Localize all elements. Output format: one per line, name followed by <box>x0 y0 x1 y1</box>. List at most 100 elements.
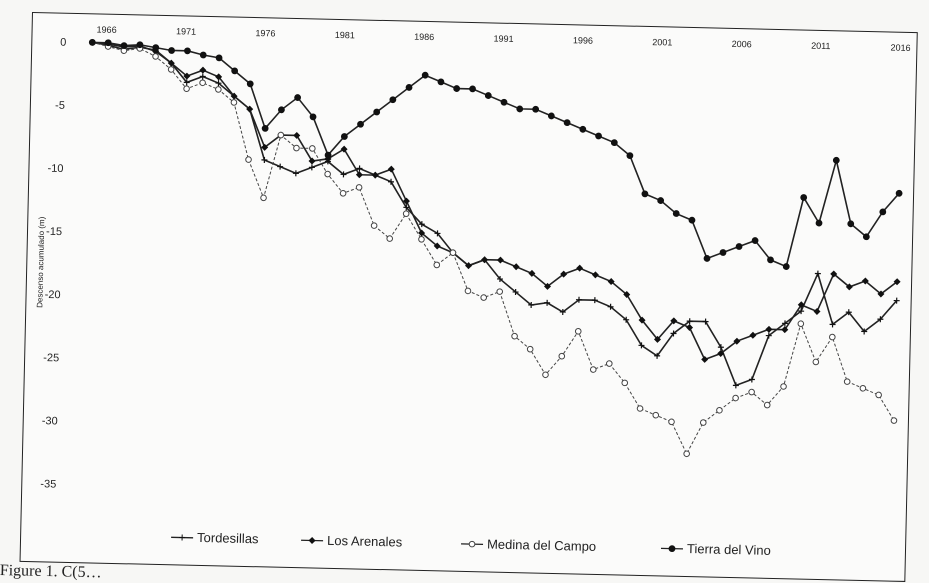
data-point-tordesillas <box>261 156 268 163</box>
data-point-los-arenales <box>261 143 269 151</box>
data-point-medina-del-campo <box>370 222 378 229</box>
series-line-los-arenales <box>92 41 898 361</box>
data-point-tordesillas <box>748 376 755 383</box>
data-point-tordesillas <box>215 80 222 87</box>
data-point-tierra-del-vino <box>516 105 524 113</box>
data-point-tierra-del-vino <box>782 263 790 270</box>
data-point-los-arenales <box>183 72 191 80</box>
data-point-los-arenales <box>813 307 821 315</box>
data-point-tierra-del-vino <box>703 255 711 262</box>
data-point-tordesillas <box>670 330 677 337</box>
data-point-los-arenales <box>308 157 316 165</box>
data-point-tordesillas <box>292 170 299 177</box>
data-point-tordesillas <box>717 344 724 351</box>
data-point-los-arenales <box>543 282 551 290</box>
data-point-medina-del-campo <box>167 66 175 73</box>
data-point-medina-del-campo <box>843 378 851 385</box>
data-point-los-arenales <box>893 278 901 286</box>
data-point-tordesillas <box>591 297 598 304</box>
data-point-los-arenales <box>293 131 301 139</box>
data-point-tierra-del-vino <box>184 47 191 55</box>
data-point-medina-del-campo <box>652 411 660 419</box>
data-point-tordesillas <box>861 328 868 335</box>
data-point-medina-del-campo <box>309 145 316 152</box>
data-point-tierra-del-vino <box>389 96 397 104</box>
data-point-tierra-del-vino <box>469 85 476 93</box>
data-point-tierra-del-vino <box>453 85 461 92</box>
data-point-tierra-del-vino <box>484 92 492 99</box>
data-point-medina-del-campo <box>386 235 394 242</box>
data-point-tierra-del-vino <box>641 190 649 198</box>
data-point-los-arenales <box>686 324 694 332</box>
data-point-los-arenales <box>623 291 631 299</box>
data-point-los-arenales <box>402 197 410 205</box>
data-point-medina-del-campo <box>418 236 425 243</box>
data-point-los-arenales <box>465 262 473 270</box>
data-point-tierra-del-vino <box>215 54 223 62</box>
data-point-medina-del-campo <box>875 391 882 399</box>
data-point-tordesillas <box>277 163 284 170</box>
data-point-medina-del-campo <box>542 371 549 379</box>
data-point-medina-del-campo <box>480 294 487 301</box>
data-point-los-arenales <box>418 229 426 237</box>
legend-label: Los Arenales <box>327 533 403 550</box>
legend-label: Tordesillas <box>197 530 259 546</box>
x-tick-label: 2006 <box>732 39 752 49</box>
data-point-medina-del-campo <box>780 383 787 390</box>
data-point-los-arenales <box>765 325 773 333</box>
data-point-los-arenales <box>733 337 741 345</box>
data-point-tierra-del-vino <box>532 105 540 113</box>
data-point-tierra-del-vino <box>136 41 144 49</box>
data-point-medina-del-campo <box>183 85 190 93</box>
data-point-tordesillas <box>765 332 772 339</box>
data-point-tierra-del-vino <box>261 125 269 132</box>
series-line-tierra-del-vino <box>92 41 900 268</box>
data-point-medina-del-campo <box>464 287 472 295</box>
y-tick-label: -5 <box>55 100 65 112</box>
data-point-los-arenales <box>560 270 568 278</box>
x-tick-label: 2011 <box>811 41 831 51</box>
data-point-los-arenales <box>355 171 363 179</box>
x-tick-label: 1996 <box>573 35 593 45</box>
data-point-los-arenales <box>433 242 441 250</box>
data-point-tordesillas <box>607 303 614 310</box>
data-point-los-arenales <box>199 66 207 74</box>
series-line-medina-del-campo <box>92 41 895 455</box>
data-point-medina-del-campo <box>797 320 805 328</box>
data-point-medina-del-campo <box>812 358 820 366</box>
data-point-tordesillas <box>798 308 805 315</box>
data-point-tierra-del-vino <box>626 152 634 160</box>
legend-label: Tierra del Vino <box>687 541 771 558</box>
x-tick-label: 1976 <box>255 28 275 38</box>
data-point-medina-del-campo <box>496 288 504 295</box>
data-point-medina-del-campo <box>636 405 644 412</box>
legend-marker <box>308 536 316 544</box>
data-point-tierra-del-vino <box>294 94 301 101</box>
data-point-tordesillas <box>496 275 504 283</box>
data-point-tordesillas <box>434 230 441 237</box>
data-point-tordesillas <box>308 164 315 171</box>
data-point-tierra-del-vino <box>879 208 887 216</box>
data-point-medina-del-campo <box>355 184 363 191</box>
data-point-los-arenales <box>387 165 395 173</box>
data-point-los-arenales <box>717 349 725 357</box>
data-point-medina-del-campo <box>230 99 238 106</box>
data-point-los-arenales <box>215 73 223 81</box>
data-point-tierra-del-vino <box>895 189 903 197</box>
data-point-los-arenales <box>340 145 348 153</box>
data-point-tordesillas <box>544 299 551 306</box>
data-point-los-arenales <box>653 335 661 343</box>
data-point-medina-del-campo <box>890 417 898 424</box>
data-point-tordesillas <box>356 165 363 172</box>
data-point-medina-del-campo <box>748 388 755 396</box>
data-point-medina-del-campo <box>339 190 347 197</box>
data-point-tierra-del-vino <box>88 38 96 46</box>
data-point-los-arenales <box>512 263 520 271</box>
data-point-medina-del-campo <box>511 332 518 340</box>
data-point-tordesillas <box>732 382 739 389</box>
data-point-tierra-del-vino <box>437 78 445 86</box>
data-point-tierra-del-vino <box>595 132 602 140</box>
data-point-los-arenales <box>701 355 709 363</box>
data-point-tierra-del-vino <box>168 47 175 54</box>
y-tick-label: -10 <box>47 163 63 175</box>
